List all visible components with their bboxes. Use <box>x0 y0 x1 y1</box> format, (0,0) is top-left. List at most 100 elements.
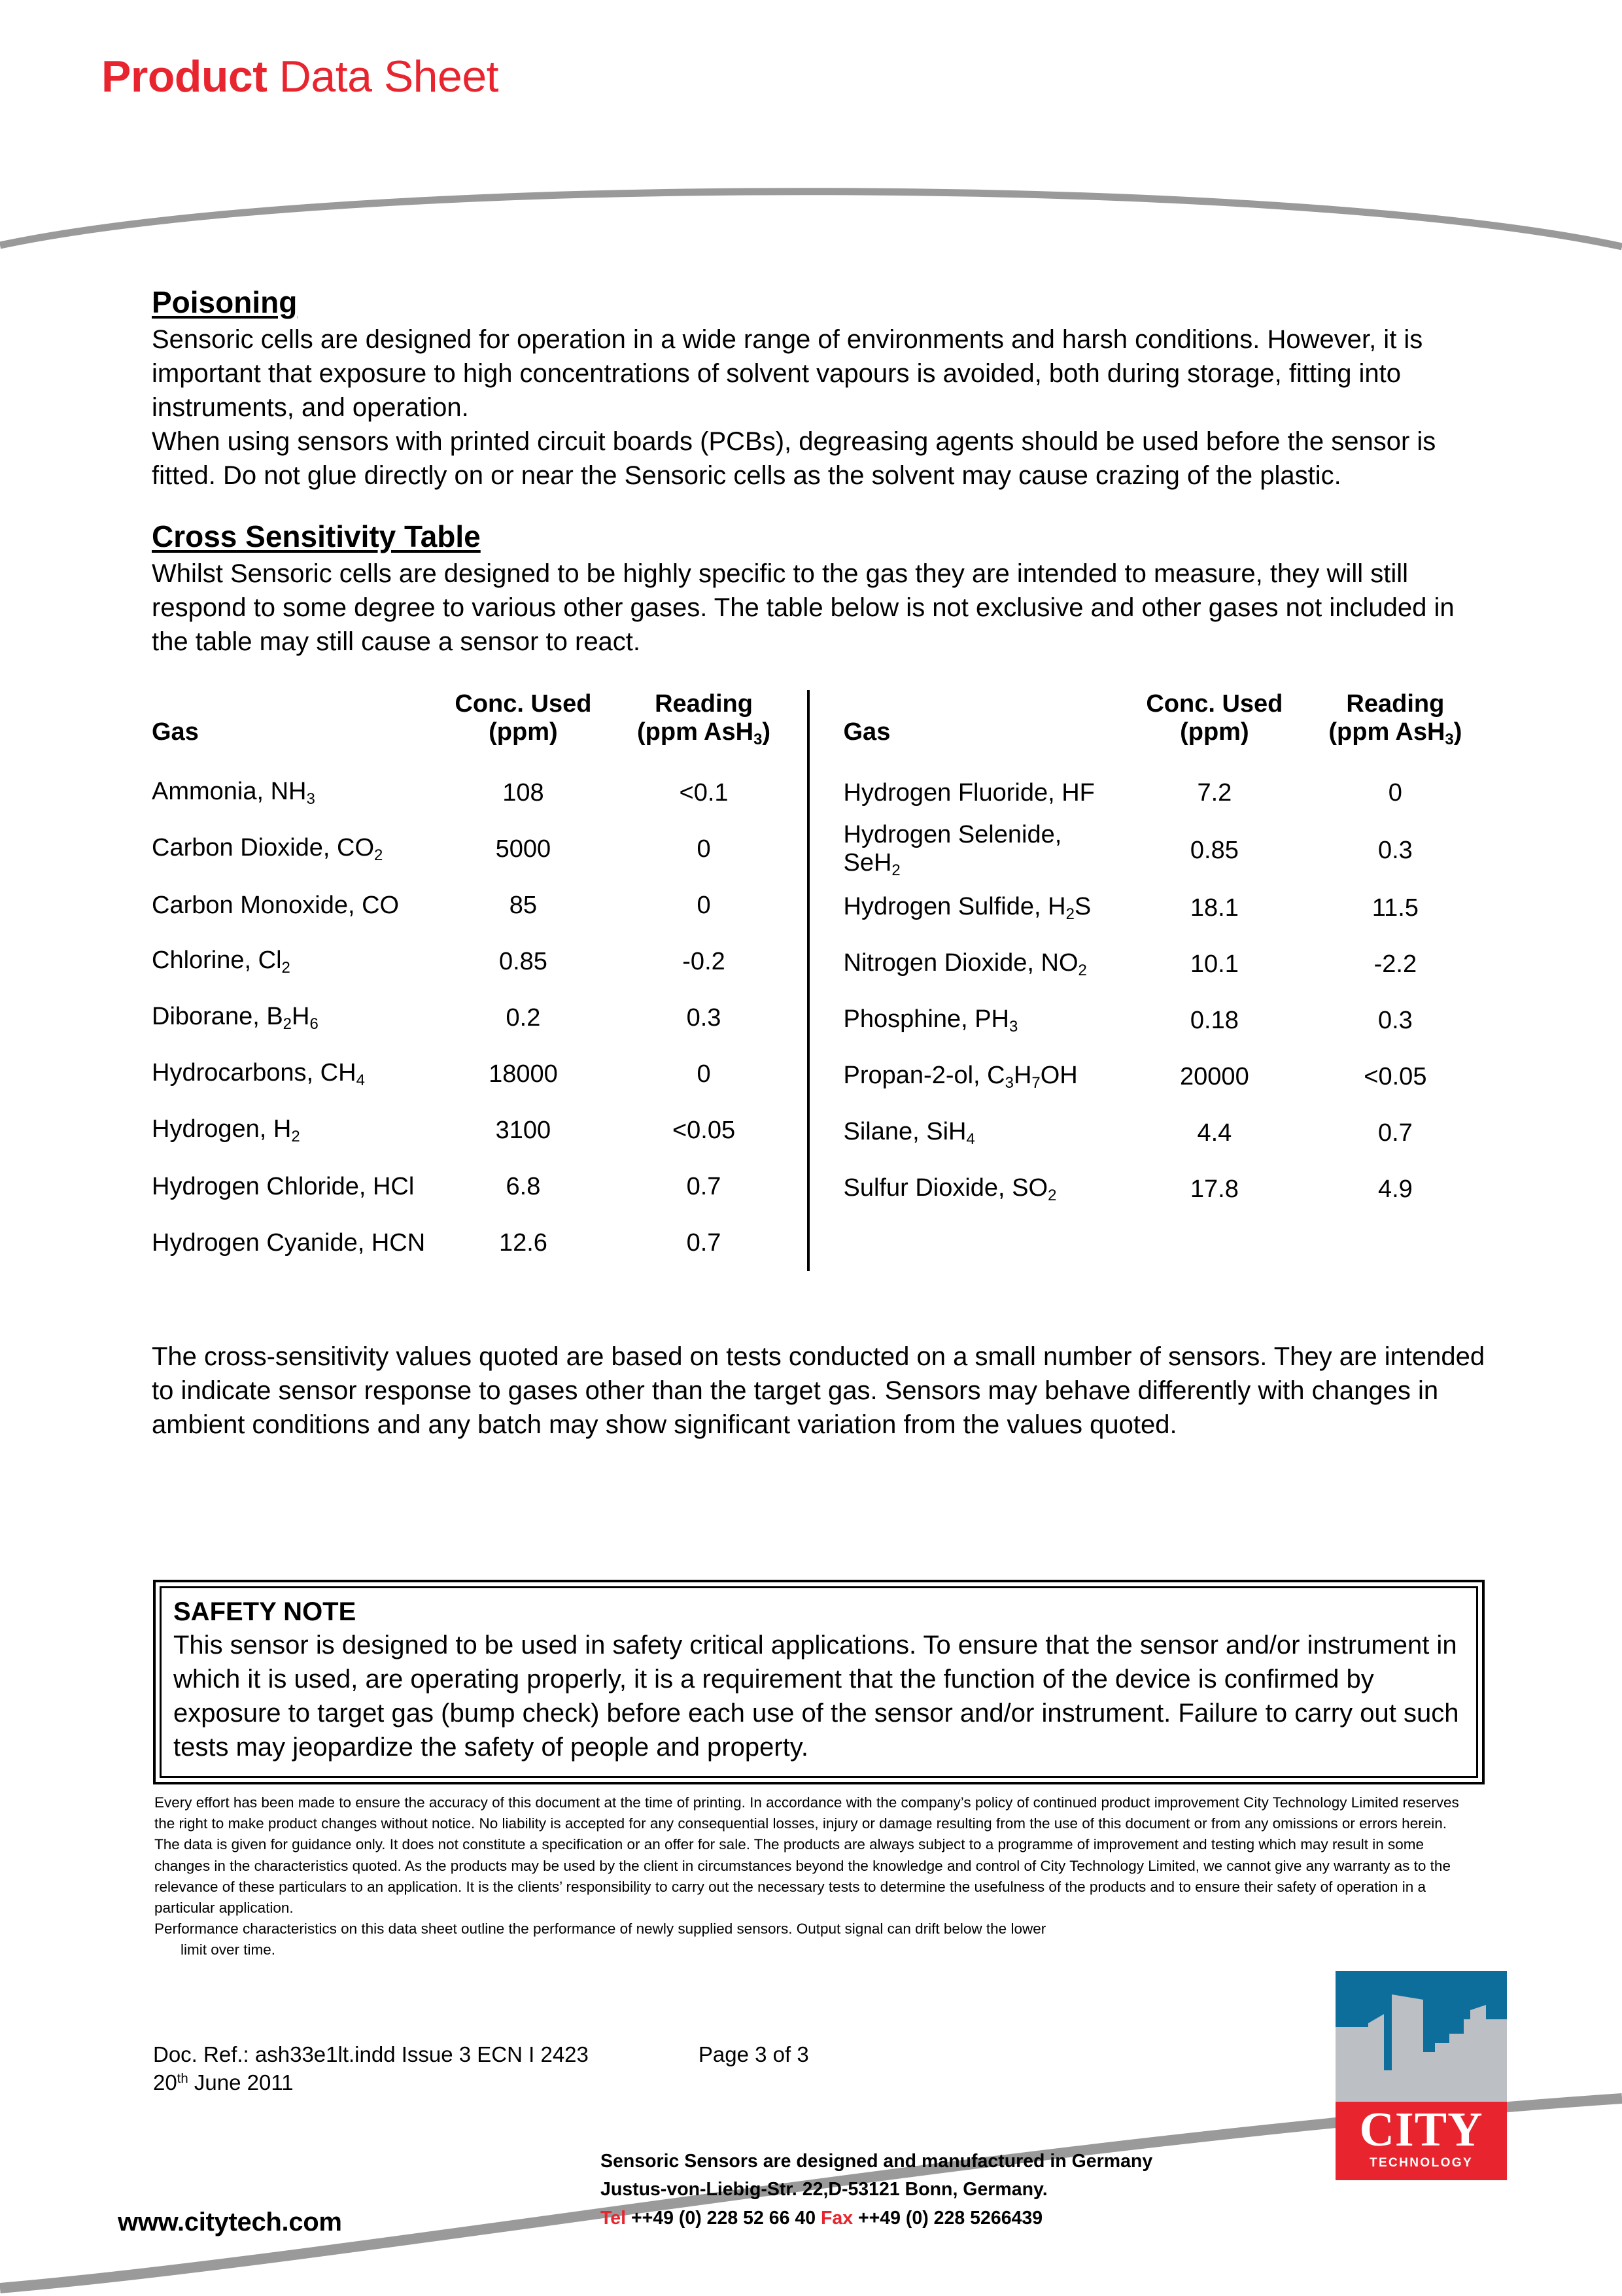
safety-note-text: This sensor is designed to be used in sa… <box>173 1631 1459 1762</box>
gas-subscript: 2 <box>891 861 901 880</box>
gas-name-cont: H <box>1013 1061 1032 1089</box>
section-heading-cross-sensitivity: Cross Sensitivity Table <box>152 519 481 553</box>
table-row: Hydrogen Sulfide, H2S 18.1 11.5 <box>844 880 1483 936</box>
cell-reading: <0.05 <box>672 1116 736 1144</box>
logo-red-block <box>1336 2102 1507 2180</box>
gas-name: Hydrogen Sulfide, H <box>843 892 1066 920</box>
disclaimer-performance-cont: limit over time. <box>181 1941 276 1958</box>
table-row: Hydrogen Cyanide, HCN 12.6 0.7 <box>152 1215 791 1271</box>
city-technology-logo: CITY TECHNOLOGY <box>1336 1971 1507 2180</box>
cell-reading: 0.3 <box>686 1003 721 1032</box>
table-row: Phosphine, PH3 0.18 0.3 <box>844 992 1483 1049</box>
col-header-conc: Conc. Used (ppm) <box>430 690 616 765</box>
col-header-conc-line1: Conc. Used <box>1146 690 1283 718</box>
cell-reading: 0 <box>697 835 711 863</box>
cell-gas: Carbon Dioxide, CO2 <box>152 821 430 877</box>
cell-gas: Carbon Monoxide, CO <box>152 877 430 933</box>
document-reference: Doc. Ref.: ash33e1lt.indd Issue 3 ECN I … <box>153 2041 809 2097</box>
safety-note-title: SAFETY NOTE <box>173 1597 356 1626</box>
section-heading-poisoning: Poisoning <box>152 285 298 319</box>
website-url[interactable]: www.citytech.com <box>118 2208 342 2236</box>
gas-name: Hydrogen Cyanide, HCN <box>152 1228 426 1257</box>
cell-gas: Chlorine, Cl2 <box>152 933 430 990</box>
col-header-gas: Gas <box>152 718 199 746</box>
fax-value: ++49 (0) 228 5266439 <box>853 2207 1043 2229</box>
cell-concentration: 17.8 <box>1190 1175 1239 1203</box>
poisoning-paragraph-1: Sensoric cells are designed for operatio… <box>152 325 1423 422</box>
cell-gas: Nitrogen Dioxide, NO2 <box>844 936 1121 992</box>
cell-reading: -0.2 <box>682 947 725 975</box>
cross-sensitivity-intro: Whilst Sensoric cells are designed to be… <box>152 559 1455 656</box>
logo-name-city: CITY <box>1359 2103 1483 2157</box>
gas-subscript-2: 6 <box>309 1015 319 1033</box>
cell-reading: 0 <box>697 1060 711 1088</box>
table-row: Diborane, B2H6 0.2 0.3 <box>152 990 791 1046</box>
cross-sensitivity-note: The cross-sensitivity values quoted are … <box>152 1342 1485 1439</box>
col-header-reading-line2: (ppm AsH3) <box>637 718 771 749</box>
doc-date: 20th June 2011 <box>153 2070 294 2095</box>
cell-reading: 0.3 <box>1377 836 1413 864</box>
gas-name: Hydrogen Fluoride, HF <box>843 778 1095 807</box>
cell-concentration: 18000 <box>489 1060 558 1088</box>
table-row: Hydrogen Chloride, HCl 6.8 0.7 <box>152 1158 791 1215</box>
table-row: Hydrogen, H2 3100 <0.05 <box>152 1102 791 1158</box>
cell-gas: Silane, SiH4 <box>844 1105 1121 1161</box>
gas-subscript: 3 <box>1009 1017 1018 1035</box>
poisoning-paragraph-2: When using sensors with printed circuit … <box>152 427 1436 490</box>
table-row: Carbon Monoxide, CO 85 0 <box>152 877 791 933</box>
cell-concentration: 18.1 <box>1190 894 1239 922</box>
table-row: Hydrocarbons, CH4 18000 0 <box>152 1046 791 1102</box>
gas-name: Ammonia, NH <box>152 777 307 805</box>
col-header-reading-line2: (ppm AsH3) <box>1328 718 1462 749</box>
gas-subscript: 2 <box>283 1015 292 1033</box>
table-header-row: Gas Conc. Used (ppm) Reading (ppm AsH3) <box>152 690 791 765</box>
gas-name-cont: H <box>292 1002 310 1030</box>
gas-subscript-2: 7 <box>1031 1073 1041 1092</box>
table-row: Silane, SiH4 4.4 0.7 <box>844 1105 1483 1161</box>
logo-name-technology: TECHNOLOGY <box>1369 2156 1474 2170</box>
gas-subscript: 4 <box>966 1130 975 1148</box>
gas-name: Hydrocarbons, CH <box>152 1058 356 1087</box>
cell-concentration: 0.85 <box>498 947 547 975</box>
cell-reading: <0.1 <box>679 778 729 807</box>
contact-block: Sensoric Sensors are designed and manufa… <box>600 2148 1152 2233</box>
skyline-icon <box>1336 1994 1507 2102</box>
gas-subscript: 3 <box>306 790 315 808</box>
gas-subscript: 2 <box>281 958 290 977</box>
gas-name: Hydrogen, H <box>152 1115 292 1143</box>
contact-line-address: Justus-von-Liebig-Str. 22,D-53121 Bonn, … <box>600 2179 1048 2200</box>
cell-concentration: 7.2 <box>1197 778 1232 807</box>
cell-concentration: 3100 <box>495 1116 551 1144</box>
cell-concentration: 0.18 <box>1190 1006 1239 1034</box>
gas-name: Hydrogen Selenide, SeH <box>843 821 1062 877</box>
cell-concentration: 5000 <box>495 835 551 863</box>
cross-sensitivity-table-left: Gas Conc. Used (ppm) Reading (ppm AsH3) … <box>152 690 791 1271</box>
cell-concentration: 0.2 <box>506 1003 541 1032</box>
col-header-reading: Reading (ppm AsH3) <box>1308 690 1483 765</box>
cell-concentration: 20000 <box>1180 1062 1249 1090</box>
cell-concentration: 108 <box>502 778 544 807</box>
gas-name-cont-2: OH <box>1040 1061 1078 1089</box>
table-row: Chlorine, Cl2 0.85 -0.2 <box>152 933 791 990</box>
col-header-conc-line2: (ppm) <box>1180 718 1249 746</box>
tel-value: ++49 (0) 228 52 66 40 <box>626 2207 821 2229</box>
gas-subscript: 2 <box>374 846 383 864</box>
cell-gas: Sulfur Dioxide, SO2 <box>844 1161 1121 1217</box>
fax-label: Fax <box>820 2207 854 2229</box>
cell-concentration: 12.6 <box>498 1228 547 1257</box>
cell-reading: 4.9 <box>1377 1175 1413 1203</box>
cell-reading: 0.3 <box>1377 1006 1413 1034</box>
gas-subscript: 2 <box>1048 1186 1057 1204</box>
cross-sensitivity-tables: Gas Conc. Used (ppm) Reading (ppm AsH3) … <box>152 690 1483 1272</box>
gas-name: Phosphine, PH <box>843 1005 1010 1033</box>
page-title-bold: Product <box>101 52 267 101</box>
gas-name: Hydrogen Chloride, HCl <box>152 1172 415 1200</box>
page-title-light: Data Sheet <box>267 52 499 101</box>
gas-subscript: 4 <box>356 1071 365 1089</box>
doc-ref-line: Doc. Ref.: ash33e1lt.indd Issue 3 ECN I … <box>153 2042 589 2066</box>
col-header-reading-line1: Reading <box>655 690 753 718</box>
cell-gas: Hydrogen Sulfide, H2S <box>844 880 1121 936</box>
contact-line-origin: Sensoric Sensors are designed and manufa… <box>600 2151 1153 2172</box>
col-header-conc-line2: (ppm) <box>489 718 558 746</box>
table-header-row: Gas Conc. Used (ppm) Reading (ppm AsH3) <box>844 690 1483 765</box>
